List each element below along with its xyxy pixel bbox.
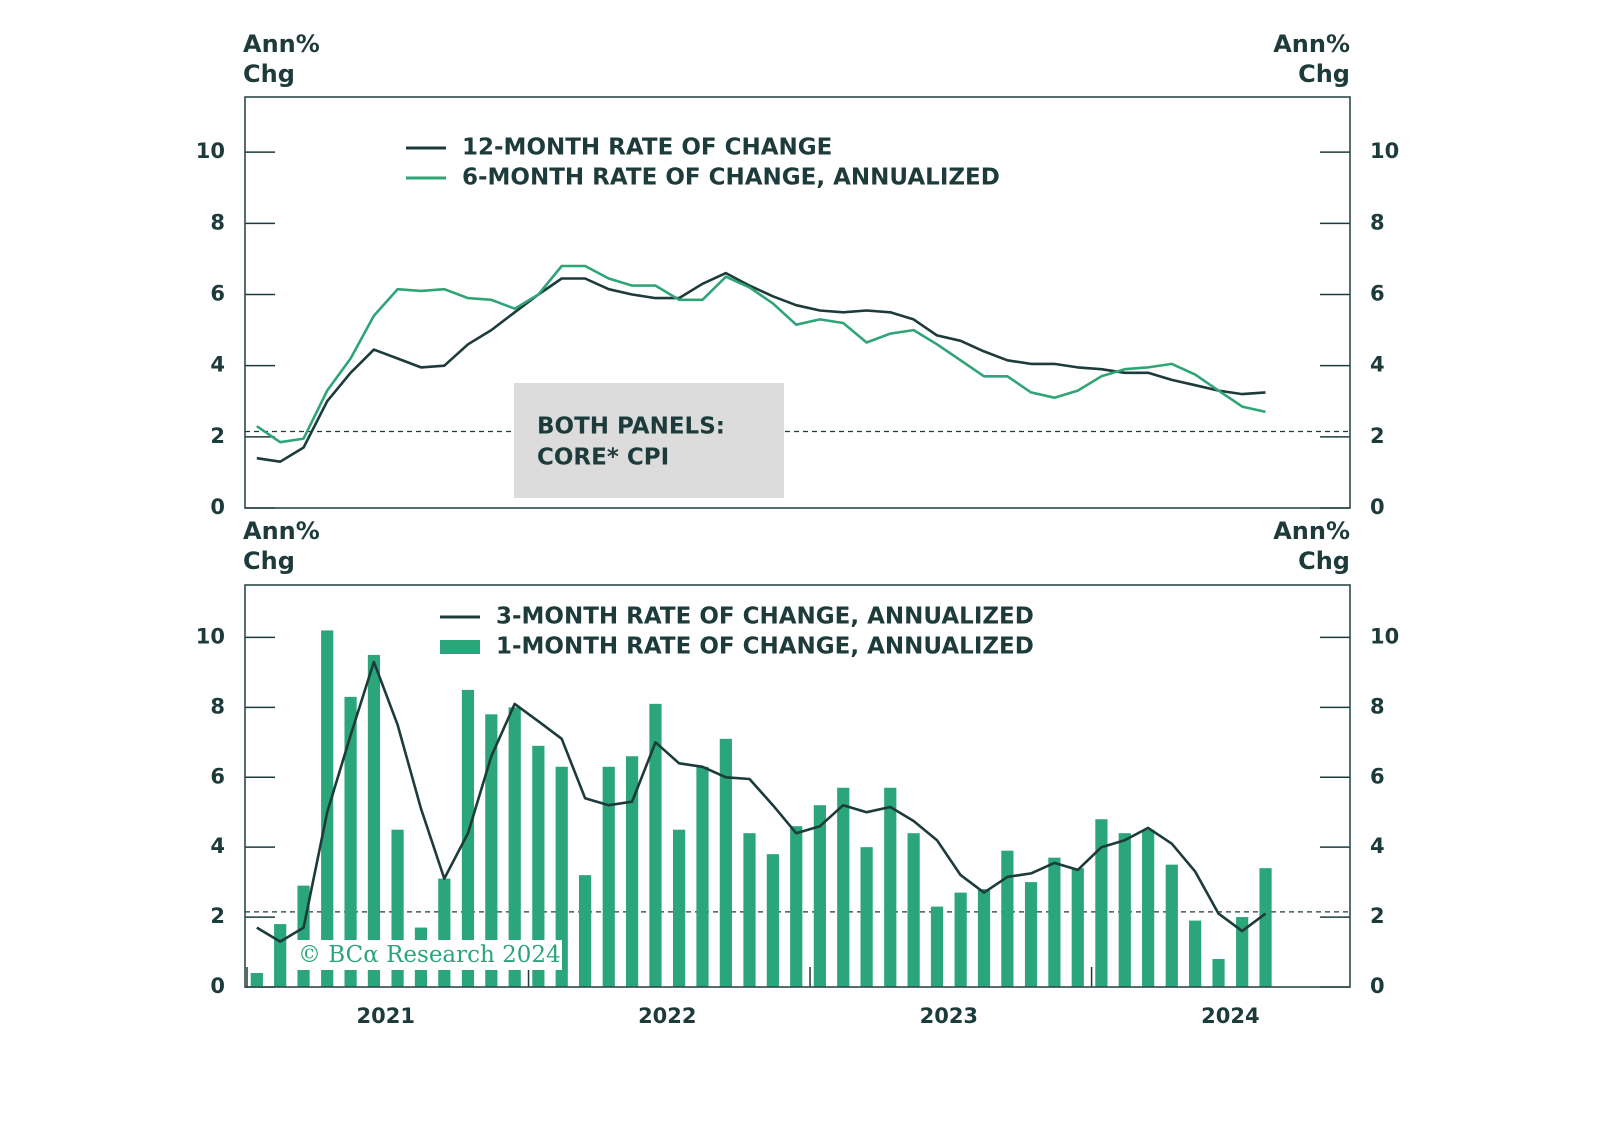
- bar: [837, 787, 850, 987]
- x-tick-label: 2023: [920, 1004, 978, 1028]
- x-tick-label: 2024: [1201, 1004, 1259, 1028]
- bar: [485, 714, 498, 987]
- x-tick-label: 2022: [638, 1004, 696, 1028]
- bar: [274, 924, 287, 987]
- y-tick-label: 4: [210, 834, 225, 858]
- bar: [1048, 857, 1061, 987]
- y2-tick-label: 10: [1370, 624, 1399, 648]
- bar: [1259, 868, 1272, 987]
- bar: [578, 875, 592, 987]
- annotation: CORE* CPI: [537, 445, 669, 471]
- y-tick-label: 8: [210, 694, 225, 718]
- bar: [250, 973, 263, 987]
- bar: [930, 906, 944, 987]
- y-tick-label: 8: [210, 210, 225, 234]
- bar: [344, 696, 357, 987]
- line-series: [256, 264, 1266, 444]
- y-axis-label: Ann%: [243, 30, 320, 58]
- bar: [1118, 833, 1131, 987]
- bar: [532, 745, 545, 987]
- plot-frame: [244, 96, 1351, 509]
- y2-axis-label: Ann%: [1273, 30, 1350, 58]
- line-series: [256, 271, 1266, 463]
- y2-tick-label: 0: [1370, 974, 1385, 998]
- bar: [673, 829, 686, 987]
- y-tick-label: 2: [210, 424, 225, 448]
- y-tick-label: 10: [196, 624, 225, 648]
- bar: [1212, 959, 1225, 987]
- y2-tick-label: 2: [1370, 904, 1385, 928]
- bar: [954, 892, 967, 987]
- watermark-bg: [292, 940, 562, 970]
- y2-axis-label: Chg: [1298, 547, 1350, 575]
- y2-tick-label: 8: [1370, 694, 1385, 718]
- y2-tick-label: 6: [1370, 764, 1385, 788]
- y2-axis-label: Chg: [1298, 60, 1350, 88]
- y2-tick-label: 4: [1370, 353, 1385, 377]
- bar: [508, 707, 521, 987]
- y2-tick-label: 2: [1370, 424, 1385, 448]
- bar: [813, 805, 826, 987]
- y-axis-label: Chg: [243, 547, 295, 575]
- y2-tick-label: 8: [1370, 210, 1385, 234]
- bar: [860, 847, 873, 987]
- bar: [766, 854, 779, 987]
- y-tick-label: 10: [196, 139, 225, 163]
- bar: [1189, 920, 1202, 987]
- bar: [696, 766, 709, 987]
- legend-label: 12-MONTH RATE OF CHANGE: [462, 135, 832, 161]
- annotation: BOTH PANELS:: [537, 414, 725, 440]
- bar: [1071, 868, 1084, 987]
- bar: [367, 654, 381, 987]
- bar: [438, 878, 451, 987]
- y-tick-label: 0: [210, 495, 225, 519]
- annotation-box: [514, 383, 784, 498]
- bar: [1024, 882, 1038, 987]
- bar: [907, 833, 920, 987]
- y-tick-label: 2: [210, 904, 225, 928]
- y-tick-label: 6: [210, 281, 225, 305]
- bar: [649, 703, 662, 987]
- bar: [1001, 850, 1014, 987]
- bar: [1236, 917, 1249, 987]
- bar: [555, 766, 568, 987]
- y2-tick-label: 10: [1370, 139, 1399, 163]
- bar: [1165, 864, 1178, 987]
- line-series: [256, 660, 1267, 943]
- y2-tick-label: 6: [1370, 281, 1385, 305]
- bar: [977, 889, 991, 987]
- legend-label: 1-MONTH RATE OF CHANGE, ANNUALIZED: [496, 634, 1034, 660]
- watermark: © BCα Research 2024: [298, 942, 561, 968]
- bar: [461, 689, 475, 987]
- plot-frame: [244, 584, 1351, 988]
- y2-axis-label: Ann%: [1273, 517, 1350, 545]
- legend-label: 6-MONTH RATE OF CHANGE, ANNUALIZED: [462, 165, 1000, 191]
- bar: [743, 833, 756, 987]
- legend-swatch: [440, 640, 480, 654]
- bar: [602, 766, 615, 987]
- bar: [884, 787, 897, 987]
- bar: [1095, 819, 1108, 987]
- y-tick-label: 6: [210, 764, 225, 788]
- y2-tick-label: 4: [1370, 834, 1385, 858]
- y2-tick-label: 0: [1370, 495, 1385, 519]
- y-axis-label: Chg: [243, 60, 295, 88]
- y-tick-label: 4: [210, 353, 225, 377]
- y-axis-label: Ann%: [243, 517, 320, 545]
- bar: [719, 738, 732, 987]
- bar: [1142, 829, 1155, 987]
- y-tick-label: 0: [210, 974, 225, 998]
- bar: [790, 826, 803, 987]
- x-tick-label: 2021: [357, 1004, 415, 1028]
- legend-label: 3-MONTH RATE OF CHANGE, ANNUALIZED: [496, 604, 1034, 630]
- bar: [626, 756, 639, 987]
